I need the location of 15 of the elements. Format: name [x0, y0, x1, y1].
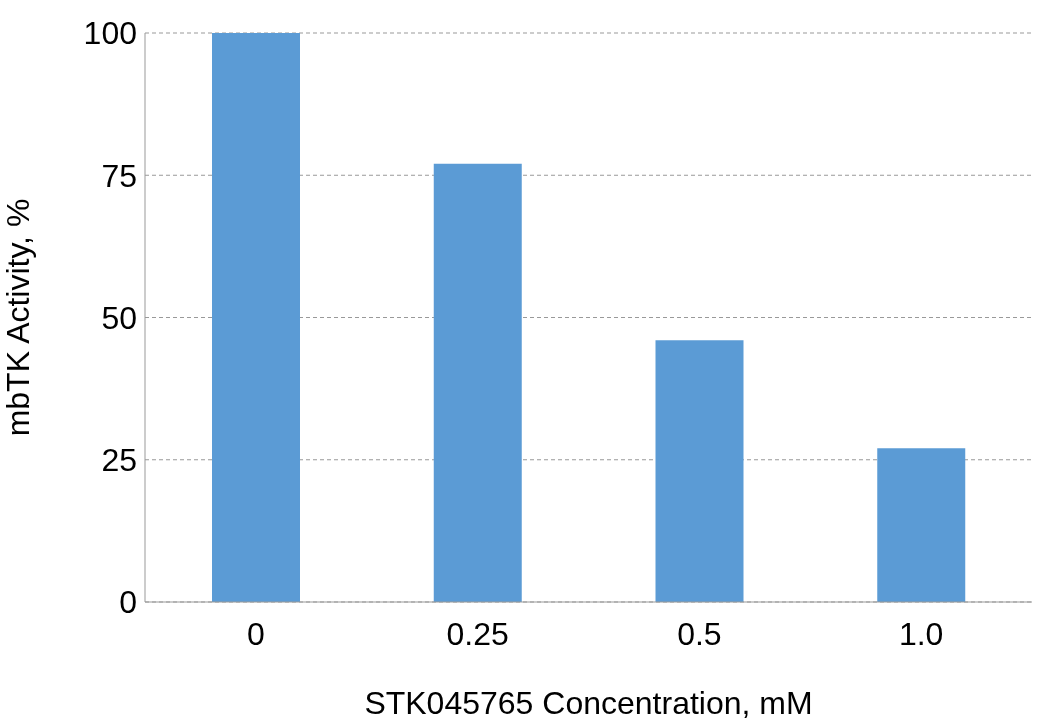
x-tick-label: 1.0 — [898, 615, 944, 652]
y-tick-label: 0 — [119, 584, 137, 621]
bar — [212, 33, 300, 602]
bar — [655, 340, 744, 602]
bar — [877, 448, 966, 602]
x-tick-label: 0.25 — [446, 615, 509, 652]
y-tick-label: 75 — [101, 157, 137, 194]
x-tick-label: 0.5 — [677, 615, 722, 652]
bar — [433, 163, 522, 602]
y-tick-label: 100 — [83, 15, 137, 52]
y-axis-title: mbTK Activity, % — [0, 198, 37, 437]
x-tick-label: 0 — [246, 615, 265, 652]
x-axis-title: STK045765 Concentration, mM — [364, 685, 813, 721]
y-tick-label: 50 — [101, 299, 137, 336]
y-tick-label: 25 — [101, 442, 137, 479]
